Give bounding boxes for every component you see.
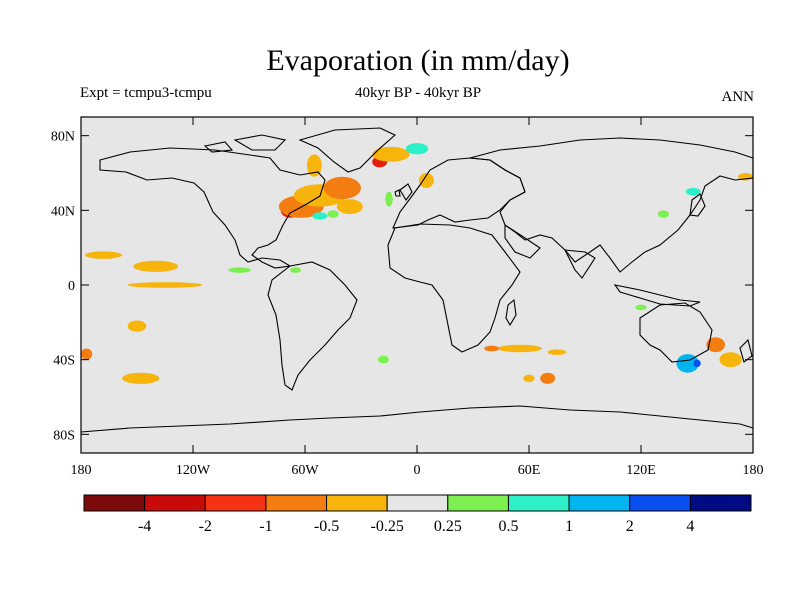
- colorbar-label: -0.25: [371, 518, 404, 535]
- coastline-arabia: [504, 223, 541, 259]
- colorbar-swatch: [386, 494, 449, 512]
- anomaly-patch: [693, 359, 701, 368]
- colorbar-label: -0.5: [314, 518, 339, 535]
- period-label: 40kyr BP - 40kyr BP: [354, 85, 482, 101]
- x-tick-label: 180: [743, 463, 764, 478]
- colorbar-label: -1: [259, 518, 272, 535]
- longitude-axis: 180 120W 60W 0 60E 120E 180: [71, 117, 764, 478]
- colorbar-label: 0.5: [498, 518, 518, 535]
- x-tick-label: 60W: [291, 463, 319, 478]
- colorbar-swatch: [629, 494, 691, 512]
- anomaly-patch: [290, 267, 302, 273]
- x-tick-label: 120E: [626, 463, 656, 478]
- anomaly-patch: [418, 173, 434, 188]
- anomaly-patch: [323, 176, 362, 200]
- anomaly-patch: [81, 348, 93, 360]
- anomaly-patch: [385, 191, 393, 207]
- anomaly-patch: [327, 210, 339, 218]
- coastline-british-isles: [394, 183, 413, 201]
- season-label: ANN: [721, 89, 755, 105]
- experiment-label: Expt = tcmpu3-tcmpu: [80, 85, 212, 101]
- colorbar-label: 4: [686, 518, 694, 535]
- anomaly-patch: [312, 212, 328, 220]
- colorbar-label: 1: [565, 518, 573, 535]
- colorbar-swatch: [689, 494, 752, 512]
- coastline-india: [564, 249, 596, 279]
- anomaly-patch: [306, 154, 322, 177]
- y-tick-label: 40S: [53, 354, 75, 369]
- anomaly-patch: [657, 210, 670, 218]
- colorbar-label: 0.25: [434, 518, 462, 535]
- anomaly-patch: [127, 282, 203, 288]
- plot-title: Evaporation (in mm/day): [266, 44, 570, 77]
- anomaly-patch: [122, 372, 160, 384]
- coastline-asia: [469, 137, 754, 273]
- colorbar-swatch: [265, 494, 328, 512]
- coastline-africa: [387, 223, 521, 353]
- coastline-greenland: [298, 127, 396, 173]
- colorbar-swatch: [83, 494, 146, 512]
- y-tick-label: 40N: [51, 204, 75, 219]
- anomaly-patch: [719, 352, 742, 368]
- colorbar-swatch: [568, 494, 631, 512]
- anomaly-patch: [685, 187, 701, 196]
- y-tick-label: 80S: [53, 428, 75, 443]
- coastline-antarctica: [80, 405, 754, 433]
- anomaly-patch: [523, 374, 535, 383]
- anomaly-patch: [377, 355, 389, 364]
- y-tick-label: 0: [68, 279, 75, 294]
- anomaly-patch: [405, 143, 429, 155]
- anomaly-patch: [484, 345, 500, 352]
- anomaly-patch: [127, 320, 147, 332]
- anomaly-patch: [547, 349, 567, 356]
- anomaly-patch: [540, 372, 556, 384]
- colorbar-swatch: [204, 494, 267, 512]
- anomaly-patch: [497, 344, 543, 353]
- x-tick-label: 120W: [176, 463, 211, 478]
- coastline-new-zealand: [739, 338, 753, 363]
- colorbar: -4 -2 -1 -0.5 -0.25 0.25 0.5 1 2 4: [83, 494, 752, 535]
- y-tick-label: 80N: [51, 130, 75, 145]
- anomaly-patch: [228, 267, 251, 273]
- x-tick-label: 180: [71, 463, 92, 478]
- colorbar-label: 2: [626, 518, 634, 535]
- coastline-arctic-islands: [203, 134, 287, 153]
- coastline-madagascar: [505, 298, 517, 327]
- x-tick-label: 0: [414, 463, 421, 478]
- anomaly-patch: [372, 146, 410, 162]
- anomaly-patch: [336, 199, 363, 215]
- coastline-north-america: [99, 147, 326, 269]
- colorbar-swatch: [507, 494, 570, 512]
- coastline-japan: [689, 193, 706, 217]
- colorbar-swatch: [326, 494, 388, 512]
- coastline-south-america: [267, 261, 358, 391]
- map-plot-area: [80, 116, 754, 454]
- anomaly-patch: [635, 304, 647, 311]
- colorbar-swatch: [144, 494, 206, 512]
- coastline-indonesia: [613, 284, 701, 307]
- coastlines: [80, 127, 754, 433]
- latitude-axis: 80N 40N 0 40S 80S: [51, 130, 753, 443]
- anomaly-patch: [84, 251, 123, 259]
- coastline-australia: [639, 302, 713, 363]
- anomaly-patch: [706, 337, 726, 353]
- anomaly-patch: [133, 260, 179, 272]
- colorbar-swatch: [447, 494, 509, 512]
- colorbar-label: -4: [138, 518, 151, 535]
- colorbar-label: -2: [199, 518, 212, 535]
- x-tick-label: 60E: [518, 463, 541, 478]
